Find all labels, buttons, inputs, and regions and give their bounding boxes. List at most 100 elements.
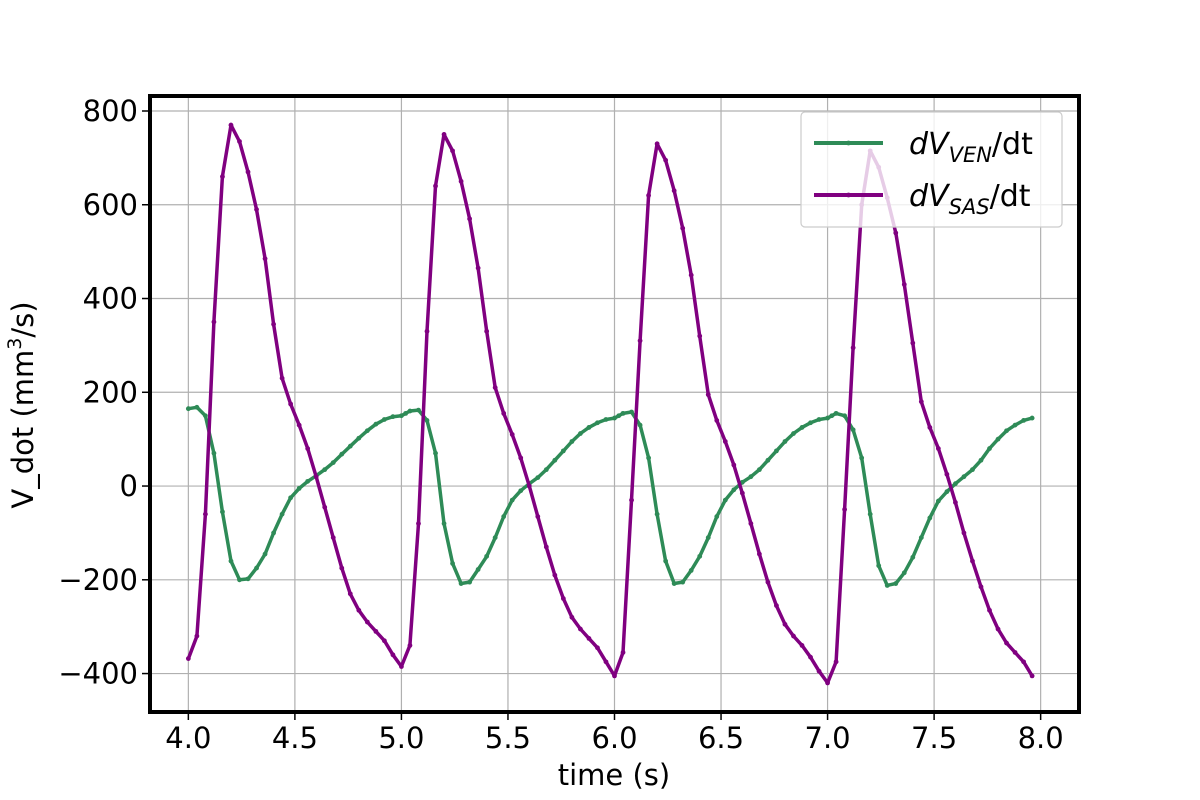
data-point bbox=[808, 420, 813, 426]
y-tick-label: 200 bbox=[83, 375, 138, 409]
data-point bbox=[237, 139, 242, 144]
data-point bbox=[829, 413, 835, 419]
data-point bbox=[697, 333, 703, 339]
data-point bbox=[381, 417, 387, 422]
data-point bbox=[586, 635, 592, 641]
data-point bbox=[961, 530, 967, 536]
legend-item: dVVEN/dt bbox=[814, 127, 1033, 167]
data-point bbox=[492, 535, 498, 541]
y-tick-label: 0 bbox=[120, 469, 138, 503]
data-point bbox=[918, 399, 924, 405]
data-point bbox=[782, 439, 788, 444]
data-point bbox=[995, 436, 1001, 442]
data-point bbox=[433, 183, 438, 189]
data-point bbox=[458, 178, 464, 184]
x-tick-label: 4.5 bbox=[272, 721, 318, 755]
data-point bbox=[680, 579, 686, 585]
data-point bbox=[859, 455, 865, 461]
data-point bbox=[254, 565, 259, 571]
data-point bbox=[220, 509, 225, 515]
data-point bbox=[893, 230, 899, 236]
data-point bbox=[279, 511, 285, 517]
data-point bbox=[765, 457, 771, 463]
y-tick-label: −200 bbox=[58, 563, 138, 597]
legend-label-main: dV bbox=[909, 179, 951, 214]
data-point bbox=[910, 340, 916, 346]
data-point bbox=[279, 375, 285, 381]
data-point bbox=[705, 392, 711, 398]
data-point bbox=[884, 583, 890, 588]
data-point bbox=[748, 521, 754, 526]
data-point bbox=[1004, 428, 1009, 434]
data-point bbox=[288, 401, 294, 407]
data-point bbox=[705, 535, 711, 541]
data-point bbox=[748, 474, 754, 480]
y-axis-label-suffix: /s) bbox=[6, 301, 40, 337]
data-point bbox=[578, 431, 583, 436]
data-point bbox=[637, 422, 643, 428]
data-point bbox=[791, 633, 796, 639]
data-point bbox=[569, 614, 575, 620]
legend-label: dVVEN/dt bbox=[909, 127, 1033, 167]
data-point bbox=[509, 432, 515, 437]
x-tick-label: 6.0 bbox=[591, 721, 637, 755]
x-tick-label: 4.0 bbox=[165, 721, 211, 755]
y-axis-ticks: −400 −200 0 200 400 600 800 bbox=[58, 94, 150, 691]
data-point bbox=[407, 408, 413, 414]
data-point bbox=[961, 474, 967, 480]
data-point bbox=[416, 407, 421, 413]
data-point bbox=[271, 530, 276, 536]
data-point bbox=[867, 511, 873, 517]
data-point bbox=[833, 659, 839, 665]
data-point bbox=[987, 607, 992, 613]
data-point bbox=[791, 431, 796, 436]
data-point bbox=[458, 581, 464, 586]
data-point bbox=[518, 455, 524, 461]
data-point bbox=[407, 643, 413, 648]
x-tick-label: 5.0 bbox=[378, 721, 424, 755]
y-tick-label: 800 bbox=[83, 94, 138, 128]
y-axis-label-prefix: V_dot (mm bbox=[6, 350, 40, 509]
data-point bbox=[1021, 659, 1027, 665]
data-point bbox=[1012, 422, 1018, 428]
data-point bbox=[211, 319, 217, 325]
data-point bbox=[620, 650, 626, 655]
legend-marker bbox=[846, 192, 851, 198]
x-tick-label: 5.5 bbox=[485, 721, 531, 755]
data-point bbox=[978, 457, 984, 463]
data-point bbox=[944, 489, 950, 495]
data-point bbox=[663, 558, 669, 564]
x-axis-ticks: 4.0 4.5 5.0 5.5 6.0 6.5 7.0 7.5 8.0 bbox=[165, 712, 1064, 755]
data-point bbox=[637, 338, 643, 344]
data-point bbox=[552, 572, 558, 578]
y-tick-label: 600 bbox=[83, 188, 138, 222]
data-point bbox=[731, 487, 737, 493]
data-point bbox=[296, 422, 302, 428]
data-point bbox=[288, 495, 294, 501]
data-point bbox=[441, 521, 447, 526]
data-point bbox=[501, 514, 507, 519]
data-point bbox=[518, 488, 524, 494]
data-point bbox=[842, 413, 848, 419]
data-point bbox=[254, 207, 259, 212]
data-point bbox=[339, 565, 345, 571]
data-point bbox=[403, 410, 409, 416]
data-point bbox=[1004, 640, 1009, 646]
data-point bbox=[774, 603, 779, 608]
data-point bbox=[322, 504, 328, 510]
data-point bbox=[211, 450, 217, 456]
data-point bbox=[616, 413, 622, 419]
data-point bbox=[901, 570, 907, 576]
data-point bbox=[202, 511, 208, 517]
data-point bbox=[978, 584, 984, 590]
data-point bbox=[654, 141, 660, 147]
data-point bbox=[825, 680, 830, 686]
data-point bbox=[646, 455, 651, 461]
data-point bbox=[381, 638, 387, 644]
data-point bbox=[722, 497, 728, 503]
data-point bbox=[765, 579, 771, 585]
data-point bbox=[595, 645, 600, 651]
data-point bbox=[509, 497, 515, 503]
data-point bbox=[910, 554, 916, 560]
data-point bbox=[322, 467, 328, 473]
